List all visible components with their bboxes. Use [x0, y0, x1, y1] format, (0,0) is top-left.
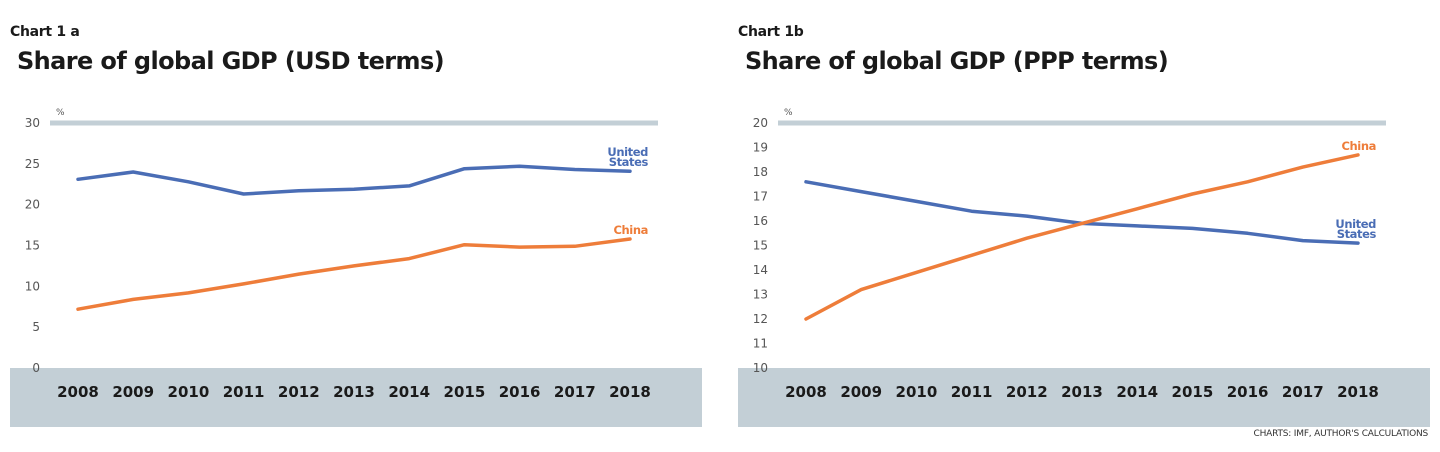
y-tick-label: 15: [753, 239, 768, 253]
x-tick-label: 2012: [1006, 383, 1048, 401]
x-tick-label: 2010: [168, 383, 210, 401]
x-tick-label: 2011: [223, 383, 265, 401]
chart-panel-ppp: Chart 1b Share of global GDP (PPP terms)…: [728, 0, 1440, 430]
x-tick-label: 2009: [840, 383, 882, 401]
x-axis-band: [10, 368, 702, 427]
y-tick-label: 14: [753, 263, 768, 277]
y-tick-label: 12: [753, 312, 768, 326]
y-tick-label: 13: [753, 288, 768, 302]
x-tick-label: 2018: [1337, 383, 1379, 401]
chart-number: Chart 1b: [738, 24, 804, 40]
x-tick-label: 2016: [1227, 383, 1269, 401]
x-tick-label: 2014: [1116, 383, 1158, 401]
series-label-china: China: [1341, 139, 1376, 153]
line-chart-usd: % 0 5 10 15 20 25 30 2008 2009 2010 2011 2012 2013 201…: [10, 108, 702, 427]
y-tick-label: 15: [25, 239, 40, 253]
series-label-united-states: States: [609, 155, 649, 169]
series-line-china: [76, 237, 632, 311]
y-tick-label: 10: [753, 361, 768, 375]
series-label-united-states: United: [607, 145, 648, 159]
x-tick-label: 2018: [609, 383, 651, 401]
y-tick-label: 20: [25, 198, 40, 212]
y-tick-label: 30: [25, 116, 40, 130]
series-label-united-states: States: [1337, 227, 1377, 241]
x-tick-label: 2011: [951, 383, 993, 401]
y-tick-label: 10: [25, 279, 40, 293]
x-tick-label: 2016: [499, 383, 541, 401]
x-tick-label: 2013: [333, 383, 375, 401]
x-tick-label: 2010: [896, 383, 938, 401]
y-tick-label: 17: [753, 190, 768, 204]
y-tick-label: 5: [32, 320, 40, 334]
chart-title: Share of global GDP (PPP terms): [745, 47, 1169, 75]
x-tick-label: 2015: [1172, 383, 1214, 401]
line-chart-ppp: % 10 11 12 13 14 15 16 17 18 19 20 2008 2009 2010 2011 2…: [738, 108, 1430, 427]
y-tick-label: 0: [32, 361, 40, 375]
series-line-united-states: [804, 180, 1360, 245]
x-tick-label: 2013: [1061, 383, 1103, 401]
x-tick-label: 2008: [785, 383, 827, 401]
series-label-united-states: United: [1335, 217, 1376, 231]
y-tick-label: 18: [753, 165, 768, 179]
x-tick-label: 2012: [278, 383, 320, 401]
unit-label: %: [56, 108, 65, 118]
x-tick-label: 2017: [554, 383, 596, 401]
y-tick-label: 11: [753, 337, 768, 351]
x-tick-label: 2014: [388, 383, 430, 401]
chart-title: Share of global GDP (USD terms): [17, 47, 445, 75]
x-tick-label: 2009: [112, 383, 154, 401]
x-tick-label: 2017: [1282, 383, 1324, 401]
x-tick-label: 2015: [444, 383, 486, 401]
series-line-united-states: [76, 164, 632, 196]
unit-label: %: [784, 108, 793, 118]
x-tick-label: 2008: [57, 383, 99, 401]
x-axis-band: [738, 368, 1430, 427]
y-tick-label: 20: [753, 116, 768, 130]
chart-panel-usd: Chart 1 a Share of global GDP (USD terms…: [0, 0, 712, 430]
source-note: CHARTS: IMF, AUTHOR'S CALCULATIONS: [1253, 429, 1428, 439]
y-tick-label: 16: [753, 214, 768, 228]
series-label-china: China: [613, 223, 648, 237]
series-line-china: [804, 153, 1360, 321]
y-tick-label: 25: [25, 157, 40, 171]
chart-number: Chart 1 a: [10, 24, 80, 40]
y-tick-label: 19: [753, 141, 768, 155]
